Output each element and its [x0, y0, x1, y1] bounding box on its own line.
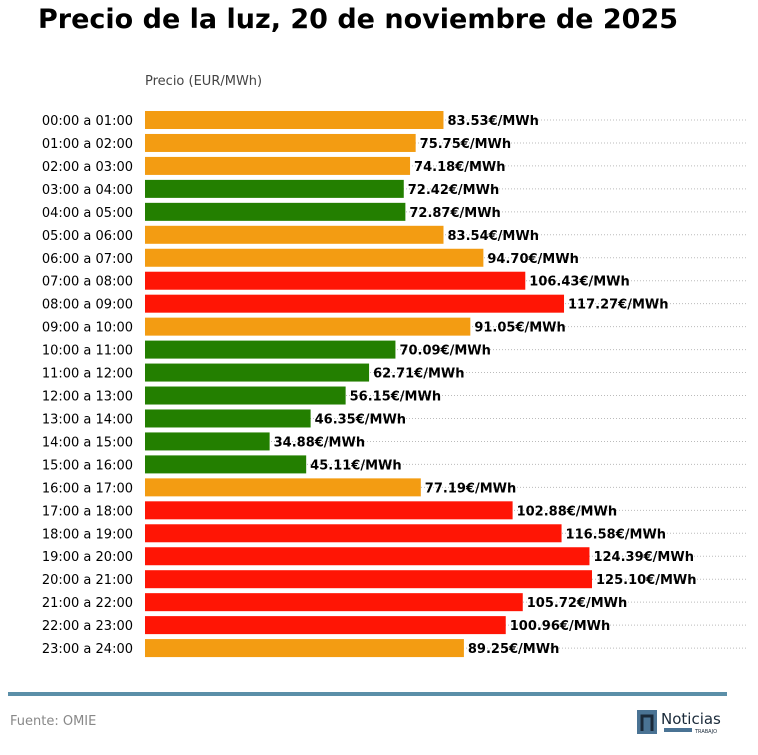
bar — [145, 156, 411, 175]
x-axis-label: Precio (EUR/MWh) — [145, 74, 263, 89]
data-label: 74.18€/MWh — [414, 160, 505, 175]
data-label: 106.43€/MWh — [529, 275, 630, 290]
bar — [145, 248, 484, 267]
y-tick-label: 13:00 a 14:00 — [42, 412, 133, 427]
data-label: 72.42€/MWh — [408, 183, 499, 198]
y-tick-label: 21:00 a 22:00 — [42, 596, 133, 611]
bar — [145, 294, 565, 313]
svg-text:Noticias: Noticias — [661, 710, 721, 728]
bar — [145, 225, 444, 244]
y-tick-label: 05:00 a 06:00 — [42, 229, 133, 244]
data-label: 70.09€/MWh — [399, 344, 490, 359]
data-label: 125.10€/MWh — [596, 573, 697, 588]
y-tick-label: 08:00 a 09:00 — [42, 298, 133, 313]
data-label: 116.58€/MWh — [566, 527, 667, 542]
bar-chart: 00:00 a 01:00 83.53€/MWh 01:00 a 02:00 75.7… — [42, 111, 748, 658]
chart-title: Precio de la luz, 20 de noviembre de 202… — [38, 4, 679, 35]
y-tick-label: 07:00 a 08:00 — [42, 275, 133, 290]
y-tick-label: 04:00 a 05:00 — [42, 206, 133, 221]
data-label: 83.54€/MWh — [448, 229, 539, 244]
y-tick-label: 09:00 a 10:00 — [42, 321, 133, 336]
bar — [145, 432, 270, 451]
y-tick-label: 16:00 a 17:00 — [42, 481, 133, 496]
bar — [145, 524, 562, 543]
data-label: 45.11€/MWh — [310, 458, 401, 473]
data-label: 62.71€/MWh — [373, 367, 464, 382]
y-tick-label: 12:00 a 13:00 — [42, 390, 133, 405]
data-label: 83.53€/MWh — [447, 114, 538, 129]
y-tick-label: 00:00 a 01:00 — [42, 114, 133, 129]
y-tick-label: 23:00 a 24:00 — [42, 642, 133, 657]
bar — [145, 133, 416, 152]
y-tick-label: 01:00 a 02:00 — [42, 137, 133, 152]
y-tick-label: 03:00 a 04:00 — [42, 183, 133, 198]
y-tick-label: 19:00 a 20:00 — [42, 550, 133, 565]
data-label: 34.88€/MWh — [274, 435, 365, 450]
bar — [145, 455, 307, 474]
noticias-trabajo-logo: Noticias TRABAJO — [637, 710, 721, 735]
bar — [145, 111, 444, 129]
svg-text:TRABAJO: TRABAJO — [694, 729, 717, 735]
y-tick-label: 14:00 a 15:00 — [42, 435, 133, 450]
data-label: 105.72€/MWh — [527, 596, 628, 611]
data-label: 102.88€/MWh — [517, 504, 618, 519]
bar — [145, 593, 523, 612]
footer-divider — [8, 692, 727, 696]
data-label: 46.35€/MWh — [315, 412, 406, 427]
bar — [145, 317, 471, 336]
y-tick-label: 10:00 a 11:00 — [42, 344, 133, 359]
bar — [145, 409, 311, 428]
data-label: 75.75€/MWh — [420, 137, 511, 152]
y-tick-label: 06:00 a 07:00 — [42, 252, 133, 267]
data-label: 91.05€/MWh — [474, 321, 565, 336]
bar — [145, 179, 404, 198]
data-label: 77.19€/MWh — [425, 481, 516, 496]
bar — [145, 616, 506, 635]
data-label: 89.25€/MWh — [468, 642, 559, 657]
y-tick-label: 20:00 a 21:00 — [42, 573, 133, 588]
bar — [145, 386, 346, 405]
y-tick-label: 17:00 a 18:00 — [42, 504, 133, 519]
bar — [145, 547, 590, 566]
y-tick-label: 15:00 a 16:00 — [42, 458, 133, 473]
data-label: 56.15€/MWh — [350, 390, 441, 405]
data-label: 94.70€/MWh — [487, 252, 578, 267]
data-label: 72.87€/MWh — [409, 206, 500, 221]
bar — [145, 202, 406, 221]
bar — [145, 639, 464, 658]
bar — [145, 340, 396, 359]
data-label: 117.27€/MWh — [568, 298, 669, 313]
bar — [145, 501, 513, 520]
bar — [145, 271, 526, 290]
y-tick-label: 18:00 a 19:00 — [42, 527, 133, 542]
data-label: 100.96€/MWh — [510, 619, 611, 634]
bar — [145, 363, 370, 382]
data-label: 124.39€/MWh — [593, 550, 694, 565]
source-note: Fuente: OMIE — [10, 714, 97, 729]
y-tick-label: 22:00 a 23:00 — [42, 619, 133, 634]
bar — [145, 478, 421, 497]
bar — [145, 570, 592, 589]
y-tick-label: 11:00 a 12:00 — [42, 367, 133, 382]
y-tick-label: 02:00 a 03:00 — [42, 160, 133, 175]
